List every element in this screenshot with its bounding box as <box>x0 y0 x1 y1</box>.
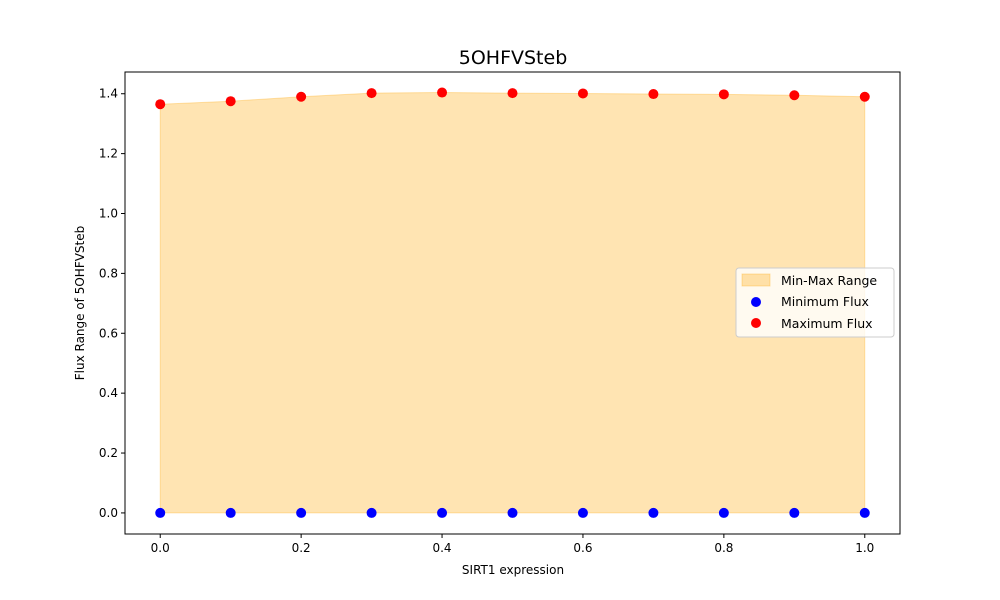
legend-minimum-flux-marker <box>751 297 761 307</box>
maximum-flux-point-5 <box>507 88 518 99</box>
legend-box <box>735 267 895 338</box>
legend-minimum-flux-label: Minimum Flux <box>781 294 869 309</box>
maximum-flux-point-1 <box>225 96 236 107</box>
y-tick-label: 1.0 <box>99 207 118 221</box>
x-tick-label: 0.8 <box>714 541 733 555</box>
x-axis-ticks: 0.0 0.2 0.4 0.6 0.8 1.0 <box>151 534 874 555</box>
maximum-flux-point-10 <box>859 91 870 102</box>
maximum-flux-point-0 <box>155 99 166 110</box>
legend-min-max-range-swatch <box>741 273 771 287</box>
y-tick-label: 1.4 <box>99 87 118 101</box>
y-axis-label: Flux Range of 5OHFVSteb <box>73 226 87 381</box>
maximum-flux-point-6 <box>577 88 588 99</box>
y-tick-label: 0.8 <box>99 266 118 280</box>
y-tick-label: 0.0 <box>99 506 118 520</box>
minimum-flux-point-9 <box>789 507 800 518</box>
x-tick-label: 0.4 <box>432 541 451 555</box>
axes-frame <box>124 71 901 535</box>
maximum-flux-point-9 <box>789 90 800 101</box>
legend-maximum-flux-marker <box>751 318 761 328</box>
x-tick-label: 1.0 <box>855 541 874 555</box>
minimum-flux-point-10 <box>859 507 870 518</box>
maximum-flux-point-4 <box>437 87 448 98</box>
maximum-flux-point-7 <box>648 89 659 100</box>
minimum-flux-point-8 <box>718 507 729 518</box>
y-axis-ticks: 0.0 0.2 0.4 0.6 0.8 1.0 1.2 1.4 <box>99 87 125 520</box>
maximum-flux-series <box>155 87 870 110</box>
x-tick-label: 0.0 <box>151 541 170 555</box>
maximum-flux-point-8 <box>718 89 729 100</box>
plot-area <box>124 71 901 535</box>
x-tick-label: 0.6 <box>573 541 592 555</box>
minimum-flux-point-3 <box>366 507 377 518</box>
y-tick-label: 1.2 <box>99 147 118 161</box>
maximum-flux-point-3 <box>366 88 377 99</box>
x-axis-label: SIRT1 expression <box>462 563 564 577</box>
minimum-flux-point-0 <box>155 507 166 518</box>
legend: Min-Max Range Minimum Flux Maximum Flux <box>735 267 895 338</box>
y-tick-label: 0.6 <box>99 326 118 340</box>
minimum-flux-point-4 <box>437 507 448 518</box>
legend-maximum-flux-label: Maximum Flux <box>781 316 873 331</box>
maximum-flux-point-2 <box>296 91 307 102</box>
minimum-flux-point-6 <box>577 507 588 518</box>
legend-min-max-range-label: Min-Max Range <box>781 273 877 288</box>
y-tick-label: 0.4 <box>99 386 118 400</box>
minimum-flux-point-7 <box>648 507 659 518</box>
chart-title: 5OHFVSteb <box>459 47 568 69</box>
y-tick-label: 0.2 <box>99 446 118 460</box>
minimum-flux-series <box>155 507 870 518</box>
minimum-flux-point-1 <box>225 507 236 518</box>
x-tick-label: 0.2 <box>292 541 311 555</box>
minimum-flux-point-5 <box>507 507 518 518</box>
minimum-flux-point-2 <box>296 507 307 518</box>
